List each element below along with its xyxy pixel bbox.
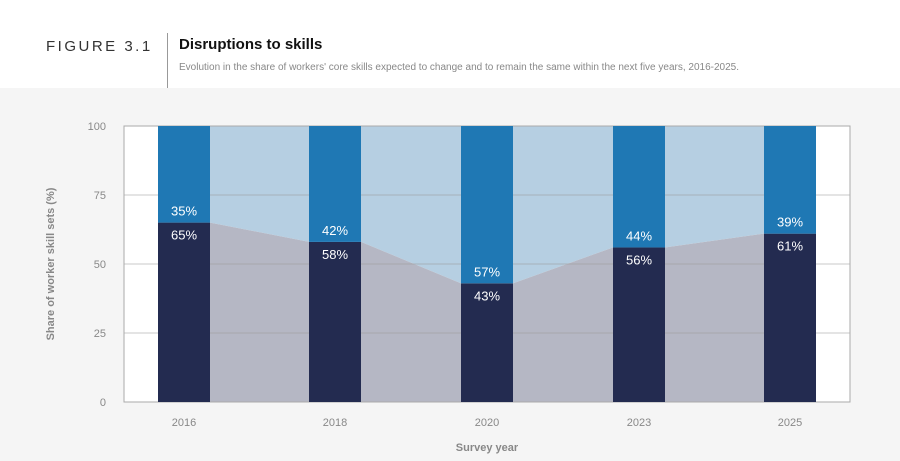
bar-expected-change	[309, 126, 361, 242]
data-label-same: 65%	[171, 228, 197, 243]
bar-remain-same	[461, 283, 513, 402]
data-label-same: 43%	[474, 288, 500, 303]
bar-remain-same	[764, 233, 816, 402]
same-area	[210, 222, 309, 402]
x-tick-label: 2018	[323, 417, 347, 429]
y-tick-label: 50	[94, 259, 106, 271]
data-label-change: 44%	[626, 228, 652, 243]
change-area	[210, 126, 309, 242]
x-tick-label: 2016	[172, 417, 196, 429]
y-axis-title: Share of worker skill sets (%)	[45, 187, 57, 340]
bar-remain-same	[158, 222, 210, 402]
header-divider	[167, 33, 168, 88]
data-label-change: 42%	[322, 223, 348, 238]
y-tick-label: 0	[100, 397, 106, 409]
change-area	[513, 126, 613, 284]
bar-expected-change	[158, 126, 210, 223]
data-label-same: 61%	[777, 239, 803, 254]
data-label-change: 57%	[474, 264, 500, 279]
data-label-change: 39%	[777, 215, 803, 230]
data-label-same: 58%	[322, 247, 348, 262]
x-tick-label: 2023	[627, 417, 651, 429]
x-axis-title: Survey year	[456, 442, 519, 454]
change-area	[361, 126, 461, 284]
chart-title: Disruptions to skills	[179, 36, 323, 53]
bar-expected-change	[764, 126, 816, 234]
chart-subtitle: Evolution in the share of workers' core …	[179, 62, 739, 73]
figure-label: FIGURE 3.1	[46, 38, 153, 55]
y-tick-label: 75	[94, 190, 106, 202]
same-area	[513, 247, 613, 402]
y-tick-label: 100	[88, 121, 106, 133]
data-label-change: 35%	[171, 204, 197, 219]
bar-remain-same	[309, 241, 361, 402]
same-area	[361, 241, 461, 402]
bar-expected-change	[613, 126, 665, 248]
bar-expected-change	[461, 126, 513, 284]
y-tick-label: 25	[94, 328, 106, 340]
bar-remain-same	[613, 247, 665, 402]
data-label-same: 56%	[626, 252, 652, 267]
same-area	[665, 233, 764, 402]
x-tick-label: 2025	[778, 417, 802, 429]
figure-header: FIGURE 3.1 Disruptions to skills Evoluti…	[0, 0, 900, 88]
x-tick-label: 2020	[475, 417, 499, 429]
change-area	[665, 126, 764, 248]
